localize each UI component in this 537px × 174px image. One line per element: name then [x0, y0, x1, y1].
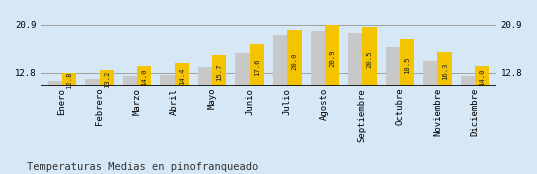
Bar	[235, 53, 250, 86]
Bar	[212, 56, 227, 86]
Text: 13.2: 13.2	[104, 70, 110, 88]
Bar	[198, 67, 212, 86]
Bar	[175, 63, 189, 86]
Bar	[310, 31, 325, 86]
Bar	[48, 81, 62, 86]
Bar	[362, 27, 376, 86]
Text: 14.0: 14.0	[141, 68, 147, 86]
Text: 20.9: 20.9	[329, 50, 335, 67]
Bar	[250, 44, 264, 86]
Bar	[99, 70, 114, 86]
Bar	[386, 47, 400, 86]
Bar	[161, 74, 175, 86]
Bar	[287, 30, 302, 86]
Bar	[438, 52, 452, 86]
Bar	[62, 73, 76, 86]
Bar	[475, 66, 489, 86]
Text: 20.5: 20.5	[366, 51, 373, 68]
Bar	[273, 35, 287, 86]
Bar	[400, 39, 414, 86]
Bar	[85, 79, 99, 86]
Bar	[348, 33, 362, 86]
Bar	[137, 66, 151, 86]
Text: 18.5: 18.5	[404, 56, 410, 74]
Text: 14.4: 14.4	[179, 67, 185, 85]
Text: 16.3: 16.3	[441, 62, 447, 80]
Text: 17.6: 17.6	[254, 59, 260, 76]
Bar	[325, 25, 339, 86]
Bar	[423, 61, 438, 86]
Text: 20.0: 20.0	[292, 52, 297, 70]
Text: 12.8: 12.8	[66, 72, 72, 89]
Text: 14.0: 14.0	[479, 68, 485, 86]
Bar	[123, 76, 137, 86]
Text: Temperaturas Medias en pinofranqueado: Temperaturas Medias en pinofranqueado	[27, 162, 258, 172]
Bar	[461, 76, 475, 86]
Text: 15.7: 15.7	[216, 64, 222, 81]
